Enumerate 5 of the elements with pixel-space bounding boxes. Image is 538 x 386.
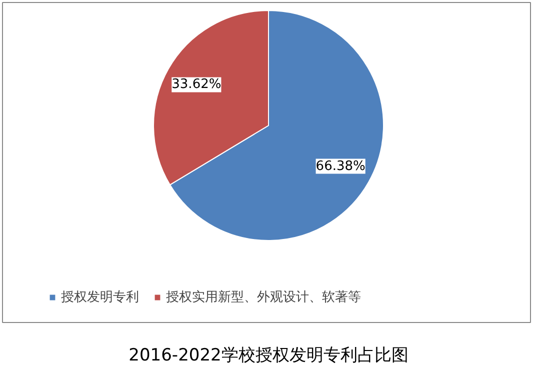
text: 2016-2022学校授权发明专利占比图 [128,346,408,366]
legend-label: 授权发明专利 [61,289,139,306]
data-label: 66.38% [316,158,366,174]
legend-label: 授权实用新型、外观设计、软著等 [166,289,361,306]
data-label: 33.62% [172,77,222,92]
